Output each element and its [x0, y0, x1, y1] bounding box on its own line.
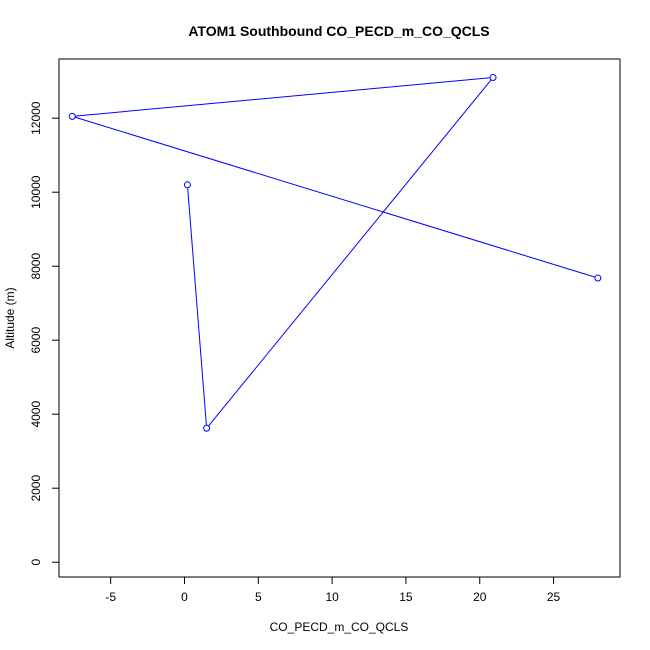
y-axis: 0 2000 4000 6000 8000 10000 12000	[29, 101, 60, 566]
x-tick-label: 20	[473, 590, 487, 604]
plot-frame	[58, 58, 621, 578]
series-segment	[75, 77, 491, 117]
y-tick-label: 10000	[29, 175, 43, 209]
x-axis: -5 0 5 10 15 20 25	[105, 576, 561, 604]
series-segment	[208, 79, 492, 427]
data-point	[489, 74, 497, 81]
x-tick-label: 5	[255, 590, 262, 604]
series-segment	[75, 116, 596, 278]
y-tick-label: 12000	[29, 101, 43, 135]
y-tick-label: 6000	[29, 327, 43, 354]
y-tick-label: 8000	[29, 253, 43, 280]
series-segment	[187, 187, 207, 426]
y-axis-label: Altitude (m)	[3, 287, 17, 348]
y-tick-label: 2000	[29, 475, 43, 502]
series-layer	[68, 74, 602, 432]
chart-title: ATOM1 Southbound CO_PECD_m_CO_QCLS	[188, 23, 489, 39]
data-point	[594, 274, 602, 282]
x-tick-label: 0	[181, 590, 188, 604]
x-tick-label: -5	[105, 590, 116, 604]
x-tick-label: 25	[547, 590, 561, 604]
x-tick-label: 15	[399, 590, 413, 604]
x-tick-label: 10	[325, 590, 339, 604]
data-point	[183, 181, 191, 189]
data-point	[68, 112, 76, 120]
y-tick-label: 0	[29, 559, 43, 566]
y-tick-label: 4000	[29, 401, 43, 428]
data-point	[203, 424, 211, 432]
x-axis-label: CO_PECD_m_CO_QCLS	[270, 620, 409, 634]
